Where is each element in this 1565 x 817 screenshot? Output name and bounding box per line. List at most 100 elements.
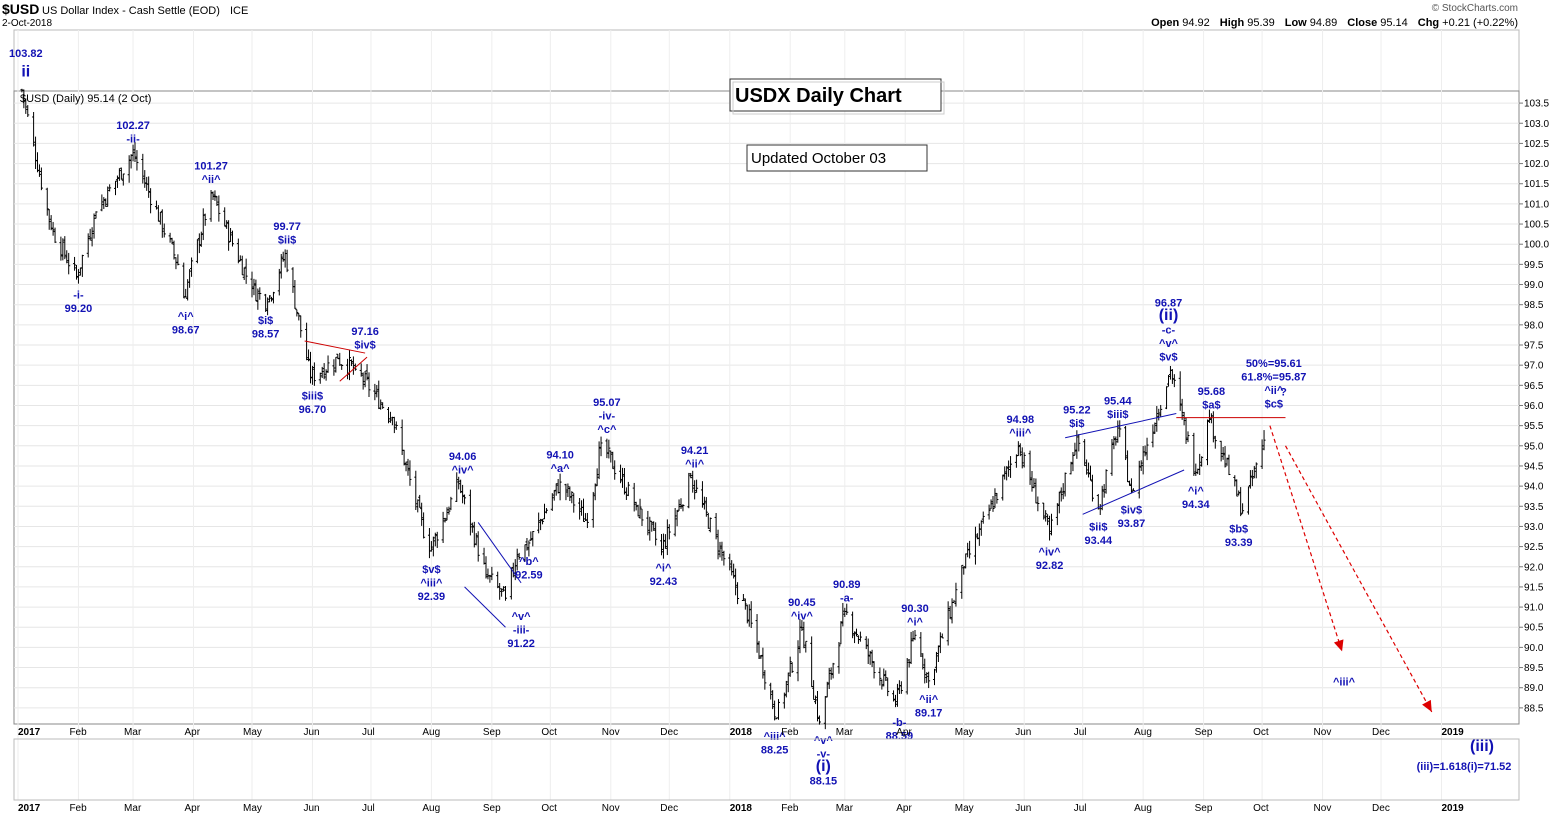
wave-label: 92.59: [515, 569, 543, 581]
ohlc-bar: [203, 213, 207, 226]
ohlc-bar: [525, 537, 529, 551]
ohlc-bar: [720, 541, 724, 561]
ohlc-bar: [252, 278, 256, 296]
ohlc-bar: [880, 679, 884, 690]
ohlc-value-high: 95.39: [1247, 17, 1275, 29]
ohlc-bar: [484, 556, 488, 579]
projection-arrowhead: [1422, 699, 1432, 712]
ohlc-bar: [172, 240, 176, 260]
ohlc-bar: [704, 497, 708, 517]
ohlc-bar: [777, 699, 780, 720]
ohlc-bar: [667, 524, 671, 540]
month-label-bottom: Nov: [602, 803, 620, 814]
ohlc-bar: [211, 191, 215, 200]
projection-line: [1284, 445, 1433, 713]
ohlc-bar: [632, 482, 636, 512]
updated-label: Updated October 03: [751, 150, 886, 167]
ohlc-bar: [1227, 454, 1231, 476]
ohlc-bar: [408, 460, 412, 486]
ohlc-bar: [1048, 515, 1052, 541]
ohlc-value-close: 95.14: [1380, 17, 1408, 29]
ohlc-bar: [763, 670, 767, 690]
wave-label: 90.89: [833, 579, 861, 591]
ohlc-bar: [786, 672, 790, 693]
chart-date: 2-Oct-2018: [2, 18, 52, 29]
ohlc-bar: [773, 700, 777, 721]
wave-label: $iv$: [354, 340, 375, 352]
ohlc-bar: [554, 483, 558, 496]
ohlc-bar: [406, 458, 410, 476]
price-tick-label: 90.0: [1524, 643, 1544, 654]
ohlc-bar: [527, 540, 531, 557]
month-label: Jun: [1015, 727, 1031, 738]
ohlc-bar: [268, 295, 272, 303]
ohlc-bar: [1090, 474, 1094, 502]
ohlc-bar: [722, 550, 726, 566]
wave-label: -iii-: [513, 625, 530, 637]
ohlc-bar: [414, 470, 418, 511]
ohlc-bar: [761, 647, 765, 679]
ohlc-bar: [1089, 465, 1092, 481]
ohlc-bar: [934, 651, 938, 673]
ohlc-bar: [515, 548, 519, 571]
ohlc-bar: [736, 582, 740, 605]
ohlc-bar: [498, 583, 502, 600]
month-label: May: [243, 727, 262, 738]
ohlc-bar: [1155, 406, 1159, 432]
ohlc-bar: [51, 221, 55, 236]
wave-labels: 103.82ii-i-99.20102.27-ii-^i^98.67101.27…: [9, 48, 1356, 787]
ohlc-bar: [1005, 466, 1009, 481]
ohlc-bar: [229, 228, 233, 242]
month-label-bottom: 2017: [18, 803, 41, 814]
month-label-bottom: Apr: [185, 803, 201, 814]
price-tick-label: 101.5: [1524, 179, 1549, 190]
wave-label: 50%=95.61: [1246, 358, 1302, 370]
month-label-bottom: Jun: [1015, 803, 1031, 814]
ohlc-bar: [324, 369, 328, 381]
ohlc-bar: [523, 544, 527, 562]
wave-label: $i$: [1069, 418, 1084, 430]
ohlc-bar: [158, 211, 162, 225]
wave-label: 93.44: [1085, 535, 1113, 547]
ohlc-bar: [677, 499, 681, 511]
ohlc-bar: [613, 460, 617, 480]
ohlc-bar: [558, 473, 562, 501]
ohlc-bar: [449, 496, 453, 511]
wave-label: 92.39: [418, 591, 446, 603]
ohlc-bar: [402, 449, 406, 466]
ohlc-bar: [431, 536, 435, 557]
ohlc-bar: [1180, 398, 1184, 420]
ohlc-bar: [544, 508, 548, 514]
ohlc-bar: [919, 632, 923, 657]
ohlc-bar: [104, 198, 108, 207]
ohlc-bar: [585, 512, 589, 529]
wave-label: 98.57: [252, 328, 280, 340]
price-tick-label: 96.0: [1524, 401, 1544, 412]
ohlc-bar: [977, 523, 981, 546]
month-label: Aug: [1134, 727, 1152, 738]
month-label: Sep: [483, 727, 501, 738]
ohlc-bar: [619, 464, 623, 484]
ohlc-bar: [1110, 439, 1114, 476]
price-tick-label: 102.5: [1524, 139, 1549, 150]
wave-label: ii: [21, 64, 30, 81]
ohlc-bar: [231, 230, 234, 247]
ohlc-bar: [1221, 446, 1225, 460]
month-label-bottom: Nov: [1314, 803, 1332, 814]
ohlc-bar: [75, 265, 78, 280]
exchange-name: ICE: [230, 5, 248, 17]
wave-label: 88.25: [761, 744, 789, 756]
ohlc-bar: [295, 309, 299, 317]
price-tick-label: 94.5: [1524, 461, 1544, 472]
ohlc-bar: [1022, 452, 1026, 468]
ohlc-bar: [743, 598, 747, 610]
ohlc-bar: [909, 631, 913, 665]
wave-label: 95.44: [1104, 396, 1132, 408]
ohlc-bar: [714, 512, 718, 540]
ohlc-bar: [1165, 386, 1169, 410]
wave-label: 99.20: [65, 303, 93, 315]
wave-label: 93.39: [1225, 537, 1253, 549]
wave-label: $b$: [1229, 524, 1248, 536]
price-tick-label: 95.0: [1524, 441, 1544, 452]
ohlc-bar: [1186, 431, 1190, 443]
